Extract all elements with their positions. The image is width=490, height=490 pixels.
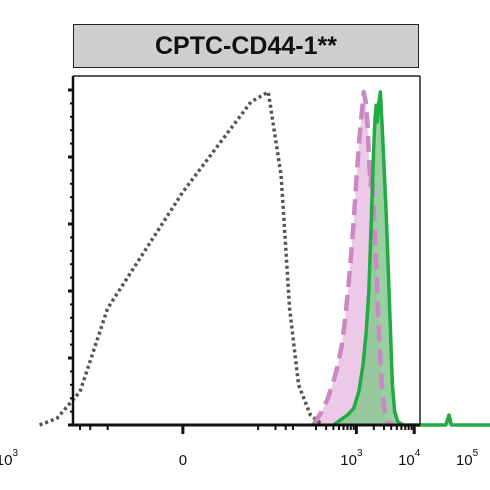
x-tick-label: 105 xyxy=(456,448,479,469)
chart-title: CPTC-CD44-1** xyxy=(155,31,337,60)
isotype-control-curve xyxy=(38,90,324,427)
antibody-curve xyxy=(332,90,490,427)
chart-title-box: CPTC-CD44-1** xyxy=(73,24,419,68)
series-layer xyxy=(38,89,490,427)
axes-layer: -1030103104105106 xyxy=(0,75,479,469)
x-tick-label: 103 xyxy=(340,448,363,469)
x-tick-label: -103 xyxy=(0,448,18,469)
x-tick-label: 0 xyxy=(179,452,187,469)
antibody-curve-fill xyxy=(333,92,490,425)
x-tick-label: 104 xyxy=(398,448,421,469)
